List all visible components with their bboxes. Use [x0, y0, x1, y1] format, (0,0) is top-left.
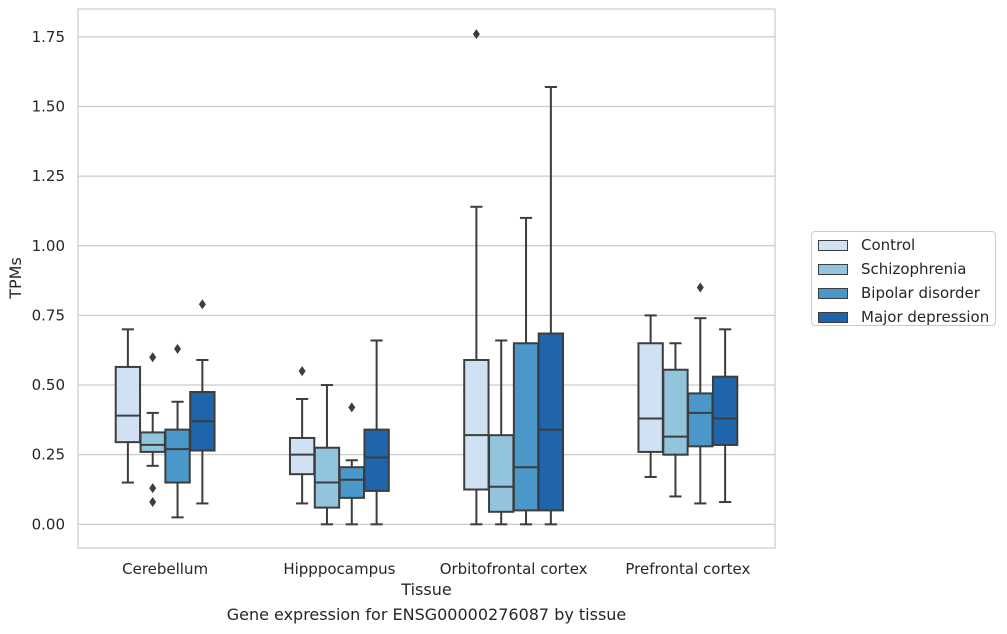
legend-label: Bipolar disorder [861, 284, 980, 302]
y-tick-label: 0.25 [32, 446, 65, 464]
box-schizophrenia [313, 384, 341, 526]
box-iqr [139, 431, 166, 453]
box-iqr [488, 434, 515, 513]
box-major-depression [189, 299, 216, 505]
outlier-point [198, 299, 206, 310]
y-tick-label: 1.25 [32, 167, 65, 185]
legend-label: Schizophrenia [861, 260, 967, 278]
box-iqr [338, 466, 365, 499]
legend-swatch [818, 239, 848, 251]
box-schizophrenia [139, 352, 166, 508]
legend-item: Bipolar disorder [818, 283, 980, 303]
outlier-point [149, 352, 157, 363]
legend-swatch [818, 263, 848, 275]
y-axis-label: TPMs [6, 257, 25, 300]
box-iqr [711, 375, 739, 446]
legend: Control Schizophrenia Bipolar disorder Majo… [811, 231, 996, 326]
outlier-point [348, 402, 356, 413]
outlier-point [696, 282, 704, 293]
chart-caption: Gene expression for ENSG00000276087 by t… [226, 605, 627, 624]
outlier-point [174, 343, 182, 354]
outlier-point [149, 497, 157, 508]
box-major-depression [363, 339, 390, 526]
legend-item: Major depression [818, 307, 989, 327]
legend-item: Control [818, 235, 915, 255]
outlier-point [149, 483, 157, 494]
grid-lines [78, 36, 775, 525]
box-iqr [637, 342, 664, 453]
box-major-depression [537, 85, 565, 526]
box-bipolar-disorder [687, 282, 714, 505]
box-control [288, 366, 316, 505]
box-iqr [512, 342, 540, 512]
box-iqr [687, 392, 714, 448]
box-control [114, 328, 142, 484]
box-iqr [313, 446, 341, 509]
y-axis-ticks: 0.00 0.25 0.50 0.75 1.00 1.25 1.50 1.75 [32, 28, 65, 533]
box-bipolar-disorder [338, 402, 365, 526]
y-tick-label: 0.50 [32, 376, 65, 394]
box-iqr [463, 358, 490, 491]
box-control [463, 29, 490, 526]
outlier-point [472, 29, 480, 40]
x-axis-ticks: Cerebellum Hipppocampus Orbitofrontal cort… [122, 560, 750, 578]
box-series [114, 29, 739, 526]
box-iqr [164, 428, 191, 484]
box-major-depression [711, 328, 739, 504]
legend-label: Major depression [861, 308, 990, 326]
box-iqr [363, 428, 390, 492]
legend-swatch [818, 287, 848, 299]
box-schizophrenia [662, 342, 689, 498]
y-tick-label: 0.00 [32, 515, 65, 533]
x-tick-label: Orbitofrontal cortex [440, 560, 588, 578]
x-axis-label: Tissue [400, 580, 451, 599]
legend-label: Control [861, 236, 916, 254]
legend-swatch [818, 311, 848, 323]
x-tick-label: Prefrontal cortex [625, 560, 750, 578]
box-iqr [662, 368, 689, 456]
outlier-point [298, 366, 306, 377]
box-schizophrenia [488, 339, 515, 526]
box-bipolar-disorder [512, 216, 540, 526]
x-tick-label: Cerebellum [122, 560, 208, 578]
box-iqr [537, 332, 565, 512]
x-tick-label: Hipppocampus [283, 560, 395, 578]
box-control [637, 314, 664, 478]
box-bipolar-disorder [164, 343, 191, 519]
legend-item: Schizophrenia [818, 259, 966, 279]
box-iqr [114, 365, 142, 444]
box-iqr [288, 436, 316, 476]
plot-area-frame [77, 8, 776, 549]
y-tick-label: 1.75 [32, 28, 65, 46]
y-tick-label: 1.50 [32, 97, 65, 115]
y-tick-label: 1.00 [32, 237, 65, 255]
y-tick-label: 0.75 [32, 306, 65, 324]
